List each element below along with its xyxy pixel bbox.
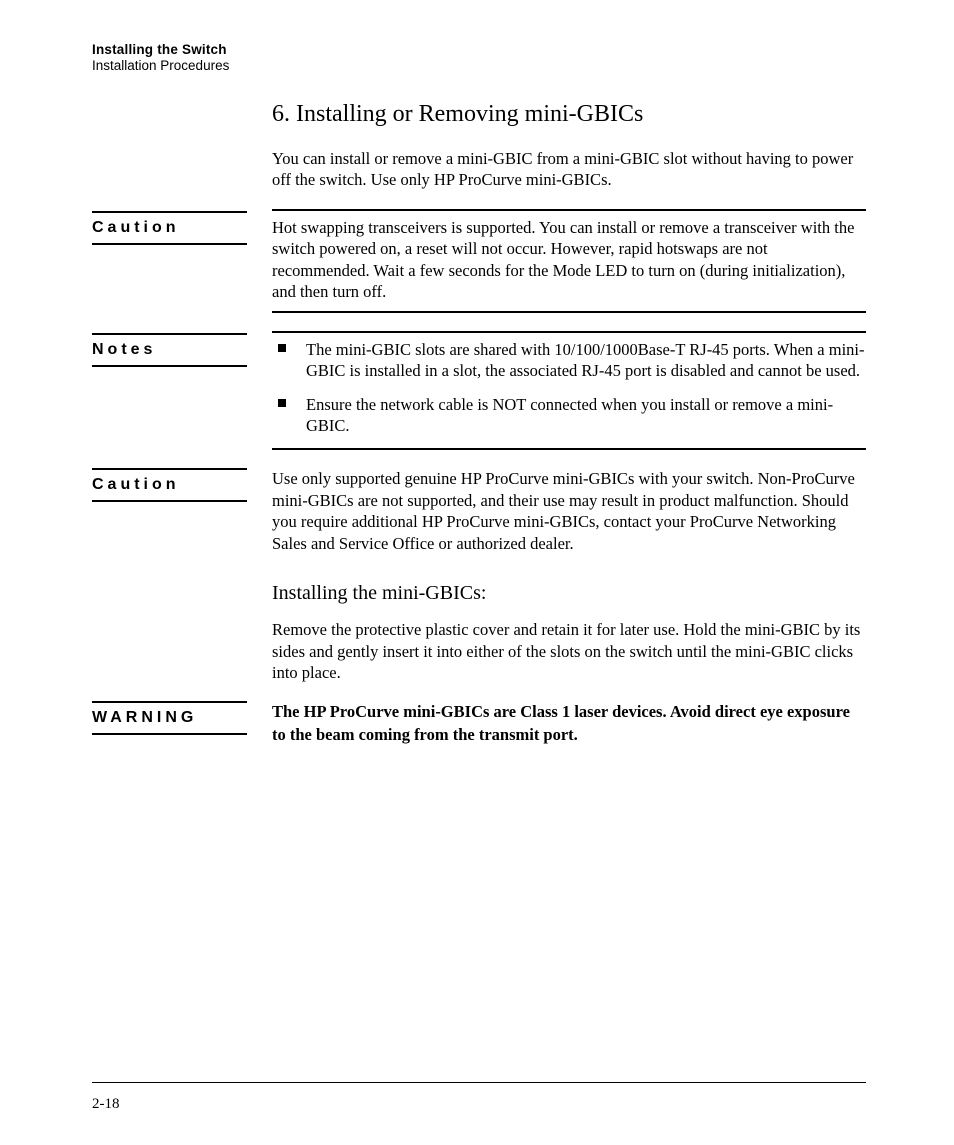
intro-paragraph: You can install or remove a mini-GBIC fr… xyxy=(272,148,866,191)
note-text-2: Ensure the network cable is NOT connecte… xyxy=(306,395,833,435)
caution-block-2: Caution Use only supported genuine HP Pr… xyxy=(272,468,866,554)
caution-label-wrap-1: Caution xyxy=(92,211,247,245)
subsection-text: Remove the protective plastic cover and … xyxy=(272,619,866,683)
caution-block-1: Caution Hot swapping transceivers is sup… xyxy=(272,209,866,313)
page-header: Installing the Switch Installation Proce… xyxy=(92,42,866,73)
notes-block: Notes The mini-GBIC slots are shared wit… xyxy=(272,331,866,451)
caution-text-2: Use only supported genuine HP ProCurve m… xyxy=(272,468,866,554)
caution-label-1: Caution xyxy=(92,219,180,236)
caution-label-2: Caution xyxy=(92,476,180,493)
caution-text-1: Hot swapping transceivers is supported. … xyxy=(272,217,866,303)
notes-list: The mini-GBIC slots are shared with 10/1… xyxy=(272,339,866,437)
section-heading: 6. Installing or Removing mini-GBICs xyxy=(272,101,866,128)
warning-label-wrap: WARNING xyxy=(92,701,247,735)
subsection-heading: Installing the mini-GBICs: xyxy=(272,582,866,605)
list-item: Ensure the network cable is NOT connecte… xyxy=(272,394,866,437)
bottom-rule xyxy=(92,1082,866,1083)
header-subtitle: Installation Procedures xyxy=(92,58,866,73)
notes-label-wrap: Notes xyxy=(92,333,247,367)
page-number: 2-18 xyxy=(92,1096,120,1113)
bullet-icon xyxy=(278,344,286,352)
bullet-icon xyxy=(278,399,286,407)
note-text-1: The mini-GBIC slots are shared with 10/1… xyxy=(306,340,864,380)
warning-label: WARNING xyxy=(92,709,197,726)
caution-label-wrap-2: Caution xyxy=(92,468,247,502)
main-content: 6. Installing or Removing mini-GBICs You… xyxy=(272,101,866,746)
warning-block: WARNING The HP ProCurve mini-GBICs are C… xyxy=(272,701,866,746)
header-title: Installing the Switch xyxy=(92,42,866,57)
notes-label: Notes xyxy=(92,341,156,358)
list-item: The mini-GBIC slots are shared with 10/1… xyxy=(272,339,866,382)
warning-text: The HP ProCurve mini-GBICs are Class 1 l… xyxy=(272,701,866,746)
